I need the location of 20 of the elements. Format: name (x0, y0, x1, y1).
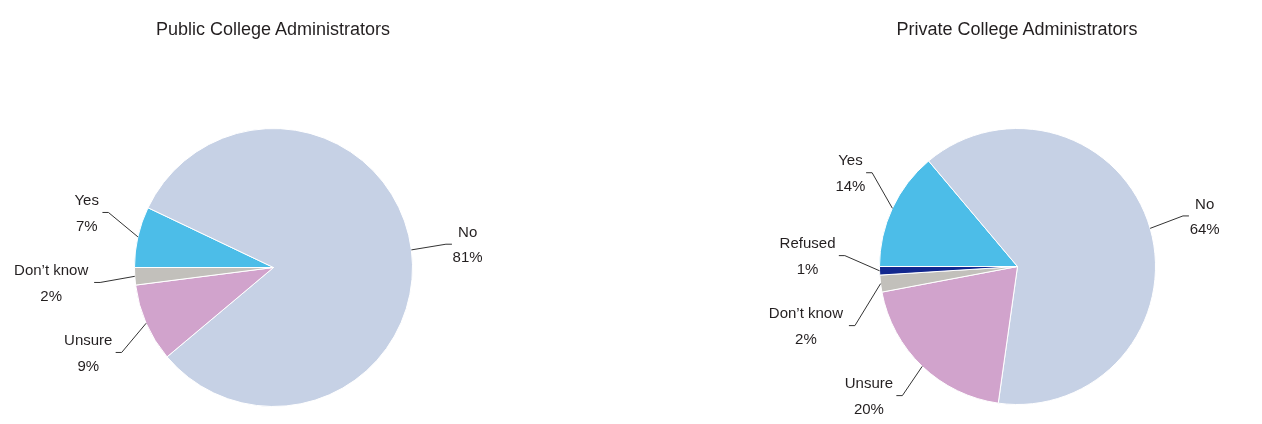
data-label: 7% (75, 216, 98, 234)
data-label: 2% (40, 286, 62, 304)
data-label: 14% (835, 176, 866, 194)
chart-title: Private College Administrators (896, 18, 1138, 39)
slice-label: Unsure (844, 374, 894, 392)
data-label: 1% (796, 259, 819, 277)
slice-label: Yes (74, 191, 99, 209)
data-label: 81% (452, 248, 483, 266)
slice-label: Yes (838, 151, 863, 169)
slice-label: Don’t know (14, 261, 89, 279)
data-label: 64% (1189, 220, 1220, 238)
chart-title: Public College Administrators (155, 18, 391, 39)
slice-label: No (1195, 194, 1215, 212)
slice-label: Refused (779, 234, 836, 252)
data-label: 20% (853, 399, 884, 417)
slice-label: No (458, 222, 478, 240)
slice-label: Don’t know (768, 304, 844, 322)
data-label: 9% (77, 356, 100, 374)
data-label: 2% (795, 329, 817, 347)
slice-label: Unsure (64, 331, 113, 349)
